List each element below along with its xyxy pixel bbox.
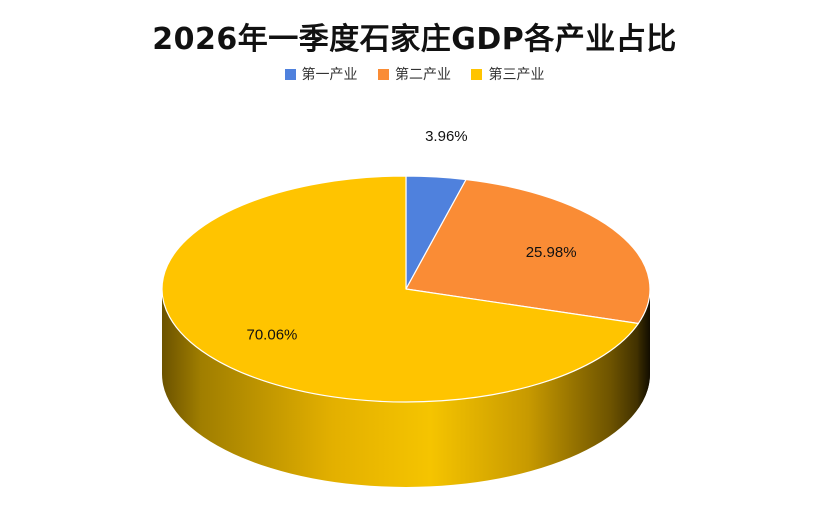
legend-item-tertiary-industry: 第三产业 — [471, 64, 544, 84]
data-label-tertiary-industry: 70.06% — [247, 326, 298, 343]
legend: 第一产业 第二产业 第三产业 — [0, 64, 829, 84]
data-label-secondary-industry: 25.98% — [526, 244, 577, 261]
pie-top — [161, 175, 651, 403]
legend-label-secondary-industry: 第二产业 — [395, 67, 451, 83]
legend-item-secondary-industry: 第二产业 — [378, 64, 451, 84]
pie-side-wall-secondary-industry — [638, 289, 650, 409]
legend-label-tertiary-industry: 第三产业 — [488, 67, 545, 83]
legend-label-primary-industry: 第一产业 — [301, 67, 358, 83]
chart-title: 2026年一季度石家庄GDP各产业占比 — [152, 22, 677, 57]
pie-slice-tertiary-industry — [161, 175, 639, 403]
pie-side — [162, 289, 650, 487]
pie-side-wall — [162, 289, 650, 487]
pie-slice-secondary-industry — [405, 178, 651, 325]
legend-swatch-primary-industry — [284, 68, 296, 80]
legend-swatch-tertiary-industry — [471, 68, 483, 80]
pie-labels: 3.96% 25.98% 70.06% — [247, 128, 577, 343]
legend-item-primary-industry: 第一产业 — [284, 64, 358, 84]
data-label-primary-industry: 3.96% — [425, 128, 468, 145]
legend-swatch-secondary-industry — [378, 68, 389, 80]
